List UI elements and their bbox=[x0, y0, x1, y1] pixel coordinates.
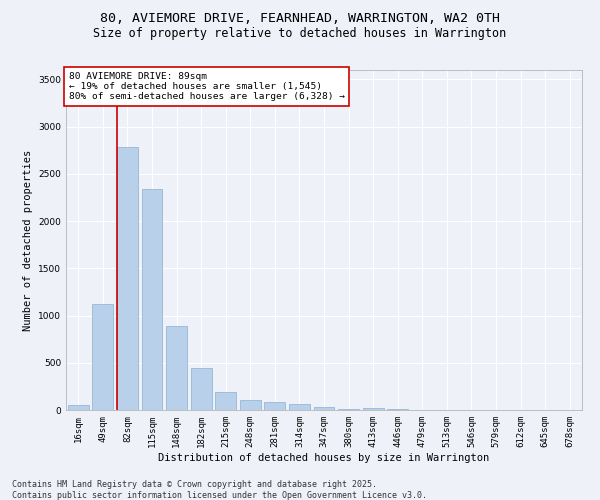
Text: 80, AVIEMORE DRIVE, FEARNHEAD, WARRINGTON, WA2 0TH: 80, AVIEMORE DRIVE, FEARNHEAD, WARRINGTO… bbox=[100, 12, 500, 26]
Bar bbox=[166, 326, 187, 410]
Text: Size of property relative to detached houses in Warrington: Size of property relative to detached ho… bbox=[94, 28, 506, 40]
Text: Contains HM Land Registry data © Crown copyright and database right 2025.
Contai: Contains HM Land Registry data © Crown c… bbox=[12, 480, 427, 500]
Bar bbox=[68, 406, 89, 410]
X-axis label: Distribution of detached houses by size in Warrington: Distribution of detached houses by size … bbox=[158, 452, 490, 462]
Bar bbox=[142, 189, 163, 410]
Bar bbox=[191, 368, 212, 410]
Bar bbox=[265, 402, 286, 410]
Bar bbox=[117, 148, 138, 410]
Bar bbox=[92, 304, 113, 410]
Bar bbox=[387, 409, 408, 410]
Bar bbox=[240, 400, 261, 410]
Bar bbox=[289, 404, 310, 410]
Y-axis label: Number of detached properties: Number of detached properties bbox=[23, 150, 32, 330]
Bar bbox=[215, 392, 236, 410]
Bar bbox=[362, 408, 383, 410]
Bar bbox=[338, 408, 359, 410]
Bar bbox=[314, 406, 334, 410]
Text: 80 AVIEMORE DRIVE: 89sqm
← 19% of detached houses are smaller (1,545)
80% of sem: 80 AVIEMORE DRIVE: 89sqm ← 19% of detach… bbox=[68, 72, 344, 102]
